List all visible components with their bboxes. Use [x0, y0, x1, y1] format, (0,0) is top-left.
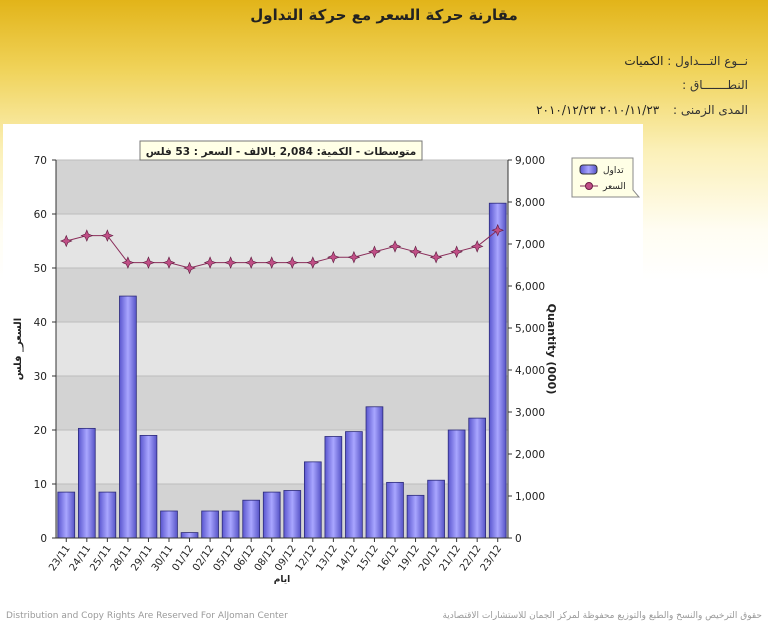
- page-title: مقارنة حركة السعر مع حركة التداول: [250, 6, 518, 24]
- right-axis-ticks: 0 1,000 2,000 3,000 4,000 5,000 6,000 7,000 8,00…: [508, 155, 545, 545]
- left-axis-ticks: 0 10 20 30 40 50 60 70: [34, 155, 56, 545]
- bar: [386, 481, 404, 539]
- price-point: [183, 261, 196, 275]
- bar: [119, 295, 137, 539]
- bar: [242, 499, 261, 539]
- right-tick-label: 4,000: [515, 365, 545, 377]
- bar: [57, 491, 76, 539]
- bar: [406, 494, 425, 539]
- bar: [221, 510, 240, 539]
- price-point: [80, 229, 94, 242]
- bar: [139, 434, 158, 539]
- right-tick-label: 6,000: [515, 281, 545, 293]
- scope-row: النطـــــــاق :: [682, 78, 748, 92]
- trade-type-value: الكميات: [624, 54, 664, 68]
- bar: [468, 417, 487, 539]
- bar: [365, 406, 384, 539]
- bar: [345, 431, 363, 539]
- bar: [262, 491, 281, 539]
- bar: [201, 510, 219, 539]
- price-volume-chart: 0 10 20 30 40 50 60 70 0 1,000 2,000 3,000 4,000 5,0…: [13, 140, 641, 585]
- bar: [303, 461, 322, 539]
- price-point: [429, 250, 443, 264]
- bar: [283, 490, 302, 539]
- right-tick-label: 9,000: [515, 155, 545, 167]
- period-label: المدى الزمنى :: [673, 103, 748, 117]
- price-line-path: [66, 229, 499, 269]
- left-tick-label: 0: [40, 533, 47, 545]
- legend-label-volume: تداول: [603, 166, 624, 176]
- price-point: [244, 256, 258, 269]
- price-point: [491, 223, 505, 237]
- price-point: [59, 234, 73, 248]
- trade-type-label: نــوع التـــداول :: [667, 54, 748, 68]
- chart-container: 0 10 20 30 40 50 60 70 0 1,000 2,000 3,000 4,000 5,0…: [3, 124, 643, 594]
- footer-copyright-en: Distribution and Copy Rights Are Reserve…: [6, 611, 288, 621]
- price-line: [59, 223, 505, 275]
- price-point: [347, 250, 361, 264]
- price-point: [368, 245, 381, 259]
- legend-label-price: السعر: [602, 182, 626, 192]
- left-tick-label: 60: [34, 209, 47, 221]
- bar: [160, 510, 178, 539]
- price-point: [409, 245, 422, 259]
- x-axis-label: ايام: [274, 575, 290, 585]
- y-axis-label: السعر_ فلس: [13, 318, 24, 380]
- right-tick-label: 1,000: [515, 491, 545, 503]
- plot-band: [56, 160, 508, 214]
- bar: [77, 427, 96, 539]
- left-tick-label: 70: [34, 155, 47, 167]
- legend-bar-swatch: [579, 164, 598, 175]
- plot-band: [56, 214, 508, 268]
- right-tick-label: 8,000: [515, 197, 545, 209]
- bar: [488, 202, 507, 539]
- price-point: [265, 256, 279, 269]
- bars: [57, 202, 507, 539]
- x-tick-label: 23/12: [479, 543, 505, 573]
- bar: [324, 436, 343, 539]
- price-point: [327, 250, 340, 264]
- right-tick-label: 3,000: [515, 407, 545, 419]
- price-point: [285, 256, 299, 269]
- period-value: ٢٠١٠/١١/٢٣ ٢٠١٠/١٢/٢٣: [536, 103, 660, 117]
- bar: [180, 532, 199, 539]
- left-tick-label: 10: [34, 479, 47, 491]
- right-tick-label: 2,000: [515, 449, 545, 461]
- price-point: [450, 245, 463, 259]
- y2-axis-label: Quantity (000): [545, 304, 558, 395]
- price-point: [121, 256, 135, 269]
- chart-title-box: متوسطات - الكمية: 2,084 بالالف - السعر :…: [139, 140, 423, 161]
- period-row: المدى الزمنى : ٢٠١٠/١١/٢٣ ٢٠١٠/١٢/٢٣: [536, 103, 748, 117]
- price-point: [306, 256, 320, 269]
- left-tick-label: 20: [34, 425, 47, 437]
- chart-title-frame: [139, 140, 423, 161]
- price-point: [470, 240, 484, 253]
- bar: [98, 491, 117, 539]
- trade-type-row: نــوع التـــداول : الكميات: [624, 54, 748, 68]
- legend-line-marker: [585, 182, 593, 190]
- left-tick-label: 30: [34, 371, 47, 383]
- price-point: [162, 256, 176, 269]
- right-tick-label: 0: [515, 533, 522, 545]
- price-point: [101, 229, 114, 242]
- footer-copyright-ar: حقوق الترخيص والنسخ والطبع والتوزيع محفو…: [442, 611, 762, 621]
- right-tick-label: 7,000: [515, 239, 545, 251]
- axes: [55, 160, 509, 539]
- bar: [447, 429, 466, 539]
- x-axis-ticks: 23/1124/1125/1128/1129/1130/1101/1202/12…: [47, 538, 504, 573]
- price-point: [224, 256, 237, 269]
- chart-title: متوسطات - الكمية: 2,084 بالالف - السعر :…: [146, 146, 416, 158]
- right-tick-label: 5,000: [515, 323, 545, 335]
- legend: تداول السعر: [571, 157, 641, 198]
- bar: [427, 479, 445, 539]
- price-point: [142, 256, 155, 269]
- left-tick-label: 40: [34, 317, 47, 329]
- price-point: [203, 256, 217, 269]
- price-point: [388, 240, 402, 253]
- left-tick-label: 50: [34, 263, 47, 275]
- scope-label: النطـــــــاق :: [682, 78, 748, 92]
